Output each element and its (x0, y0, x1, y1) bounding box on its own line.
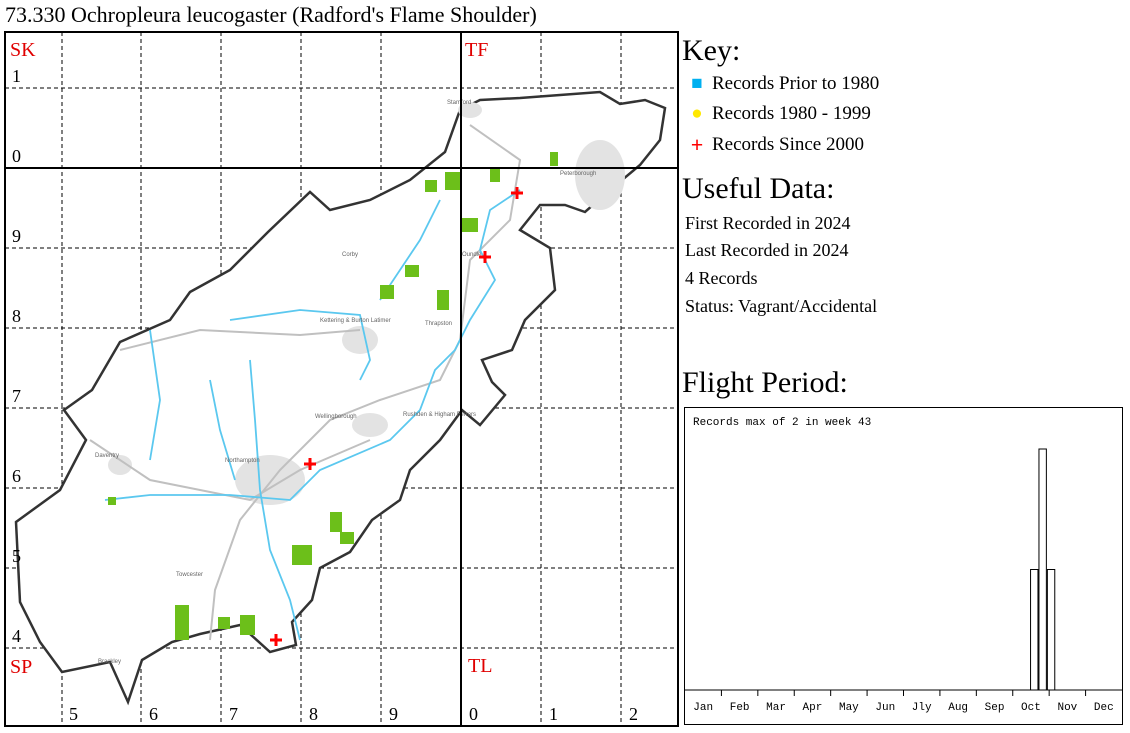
town-label: Northampton (225, 458, 260, 464)
northing-label: 6 (12, 466, 21, 486)
record-count: 4 Records (685, 268, 758, 288)
northing-label: 9 (12, 226, 21, 246)
key-label: Records Since 2000 (712, 134, 864, 155)
key-item-prior-1980: ■ Records Prior to 1980 (690, 73, 879, 95)
town-label: Brackley (98, 659, 121, 665)
grid-square-sp: SP (10, 656, 32, 678)
town-label: Oundle (462, 252, 482, 258)
month-label: Feb (730, 702, 750, 714)
town-label: Peterborough (560, 171, 596, 177)
easting-label: 9 (389, 704, 398, 724)
key-item-1980-1999: ● Records 1980 - 1999 (690, 103, 871, 125)
town-label: Daventry (95, 453, 119, 459)
flight-period-heading: Flight Period: (682, 366, 848, 399)
northing-label: 5 (12, 546, 21, 566)
easting-label: 7 (229, 704, 238, 724)
record-marker-since-2000 (304, 458, 316, 470)
month-label: Jun (875, 702, 895, 714)
northing-label: 7 (12, 386, 21, 406)
month-label: Dec (1094, 702, 1114, 714)
key-heading: Key: (682, 34, 741, 67)
cross-icon: + (690, 132, 704, 157)
town-label: Rushden & Higham Ferrers (403, 412, 476, 418)
town-label: Wellingborough (315, 414, 357, 420)
town-label: Corby (342, 252, 358, 258)
grid-square-sk: SK (10, 39, 36, 61)
month-label: Nov (1057, 702, 1077, 714)
county-boundary (14, 90, 667, 706)
town-label: Kettering & Burton Latimer (320, 318, 391, 324)
northing-label: 1 (12, 66, 21, 86)
northing-label: 0 (12, 146, 21, 166)
easting-label: 5 (69, 704, 78, 724)
easting-label: 6 (149, 704, 158, 724)
easting-label: 0 (469, 704, 478, 724)
grid-square-tl: TL (468, 655, 492, 677)
town-label: Towcester (176, 572, 203, 578)
town-label: Thrapston (425, 321, 452, 327)
square-icon: ■ (691, 73, 703, 94)
month-label: Mar (766, 702, 786, 714)
circle-icon: ● (691, 103, 703, 124)
easting-label: 2 (629, 704, 638, 724)
month-label: Aug (948, 702, 968, 714)
week-bar (1030, 569, 1039, 691)
record-marker-since-2000 (270, 634, 282, 646)
easting-label: 8 (309, 704, 318, 724)
month-label: Apr (803, 702, 823, 714)
month-label: Jly (912, 702, 932, 714)
week-bar (1046, 569, 1056, 691)
key-item-since-2000: + Records Since 2000 (690, 132, 864, 158)
useful-data-heading: Useful Data: (682, 172, 835, 205)
record-marker-since-2000 (511, 187, 523, 199)
month-label: Oct (1021, 702, 1041, 714)
northing-label: 8 (12, 306, 21, 326)
month-label: Jan (693, 702, 713, 714)
grid-square-tf: TF (465, 39, 488, 61)
easting-label: 1 (549, 704, 558, 724)
key-label: Records Prior to 1980 (712, 73, 880, 94)
page-title: 73.330 Ochropleura leucogaster (Radford'… (5, 2, 537, 27)
record-marker-since-2000 (479, 251, 491, 263)
first-recorded: First Recorded in 2024 (685, 213, 851, 233)
status: Status: Vagrant/Accidental (685, 296, 878, 316)
last-recorded: Last Recorded in 2024 (685, 240, 849, 260)
distribution-map: Stamford Peterborough Corby Oundle Kettering… (4, 31, 679, 727)
flight-period-chart: Records max of 2 in week 43 Jan Feb Mar Apr… (684, 407, 1123, 725)
week-bar (1038, 448, 1047, 691)
town-label: Stamford (447, 100, 471, 106)
key-label: Records 1980 - 1999 (712, 103, 871, 124)
chart-title: Records max of 2 in week 43 (693, 417, 871, 429)
northing-label: 4 (12, 626, 21, 646)
month-label: Sep (985, 702, 1005, 714)
month-label: May (839, 702, 859, 714)
